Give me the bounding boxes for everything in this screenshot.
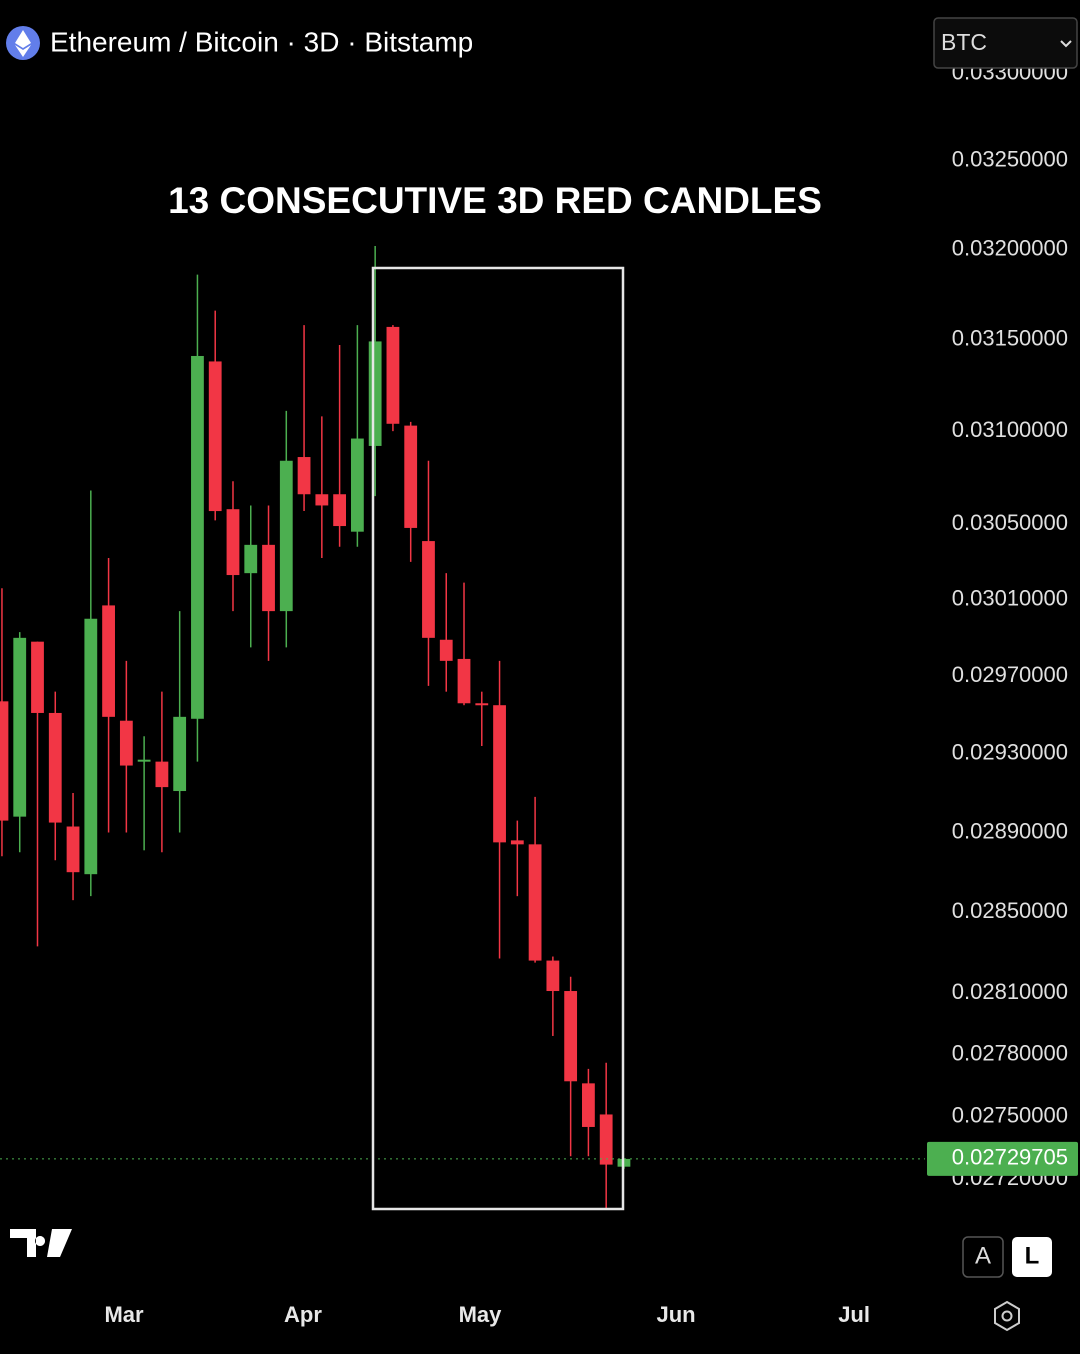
y-tick-label: 0.03200000 bbox=[952, 235, 1068, 260]
y-tick-label: 0.02930000 bbox=[952, 740, 1068, 765]
y-tick-label: 0.03250000 bbox=[952, 147, 1068, 172]
y-tick-label: 0.03010000 bbox=[952, 586, 1068, 611]
candle-body bbox=[226, 509, 240, 576]
candle-body bbox=[173, 716, 187, 792]
candle-body bbox=[0, 701, 9, 821]
y-tick-label: 0.03150000 bbox=[952, 325, 1068, 350]
settings-icon-center bbox=[1001, 1310, 1013, 1322]
y-tick-label: 0.03100000 bbox=[952, 417, 1068, 442]
candle-body bbox=[31, 641, 44, 713]
candle-body bbox=[244, 544, 258, 574]
candle-body bbox=[528, 844, 542, 961]
x-tick-label: Jun bbox=[656, 1302, 695, 1327]
header: Ethereum / Bitcoin · 3D · Bitstamp BTC bbox=[6, 17, 1078, 69]
candle-body bbox=[493, 705, 506, 843]
log-scale-button[interactable] bbox=[1012, 1237, 1052, 1277]
candle-body bbox=[333, 494, 347, 527]
y-axis: 0.03300000 0.03250000 0.03200000 0.03150000… bbox=[952, 59, 1068, 1190]
candle-body bbox=[119, 720, 133, 766]
candle-body bbox=[315, 494, 329, 506]
candle-body bbox=[350, 438, 364, 532]
y-tick-label: 0.02890000 bbox=[952, 818, 1068, 843]
plot-area bbox=[0, 245, 925, 1209]
y-tick-label: 0.02780000 bbox=[952, 1040, 1068, 1065]
last-price-tag bbox=[927, 1141, 1078, 1176]
candle-body bbox=[546, 960, 560, 992]
candle-body bbox=[191, 355, 204, 719]
candle-body bbox=[48, 712, 62, 823]
candle-body bbox=[599, 1114, 613, 1165]
dropdown-chevron bbox=[1060, 40, 1072, 48]
candle-body bbox=[510, 840, 524, 845]
highlight-box bbox=[371, 266, 625, 1211]
candle-body bbox=[279, 460, 293, 612]
footer: A L bbox=[10, 1229, 1052, 1332]
log-scale-label: L bbox=[1025, 1242, 1040, 1269]
x-tick-label: Jul bbox=[838, 1302, 870, 1327]
candle-body bbox=[102, 605, 115, 717]
candle-body bbox=[457, 658, 471, 704]
candle-body bbox=[155, 761, 169, 788]
candle-body bbox=[404, 425, 418, 528]
candle-body bbox=[84, 618, 98, 875]
candle-body bbox=[582, 1083, 595, 1127]
x-tick-label: Apr bbox=[284, 1302, 322, 1327]
candle-body bbox=[386, 326, 400, 424]
y-tick-label: 0.02850000 bbox=[952, 898, 1068, 923]
y-tick-label: 0.03050000 bbox=[952, 510, 1068, 535]
eth-glyph bbox=[15, 30, 31, 57]
candle-body bbox=[422, 541, 435, 638]
last-price-label: 0.02729705 bbox=[952, 1145, 1068, 1170]
candle-body bbox=[439, 639, 453, 661]
tradingview-logo bbox=[10, 1229, 72, 1257]
candle-body bbox=[475, 703, 489, 706]
candle-body bbox=[66, 826, 80, 873]
x-axis: Mar Apr May Jun Jul bbox=[104, 1302, 870, 1327]
chart-annotation: 13 CONSECUTIVE 3D RED CANDLES bbox=[168, 180, 822, 221]
x-tick-label: Mar bbox=[104, 1302, 144, 1327]
candle-body bbox=[368, 341, 382, 446]
symbol-title: Ethereum / Bitcoin · 3D · Bitstamp bbox=[50, 26, 473, 57]
candle-body bbox=[137, 759, 151, 762]
auto-scale-button[interactable] bbox=[962, 1236, 1004, 1278]
candle-body bbox=[262, 544, 275, 612]
settings-icon[interactable] bbox=[994, 1300, 1020, 1332]
x-tick-label: May bbox=[459, 1302, 503, 1327]
currency-dropdown[interactable] bbox=[933, 17, 1078, 69]
candle-body bbox=[13, 637, 27, 817]
auto-scale-label: A bbox=[975, 1242, 991, 1269]
candle-body bbox=[208, 361, 222, 512]
candle-body bbox=[564, 991, 578, 1082]
candle-body bbox=[297, 457, 311, 495]
y-tick-label: 0.03300000 bbox=[952, 59, 1068, 84]
y-tick-label: 0.02810000 bbox=[952, 979, 1068, 1004]
y-tick-label: 0.02970000 bbox=[952, 662, 1068, 687]
currency-label: BTC bbox=[941, 29, 987, 55]
y-tick-label: 0.02750000 bbox=[952, 1102, 1068, 1127]
